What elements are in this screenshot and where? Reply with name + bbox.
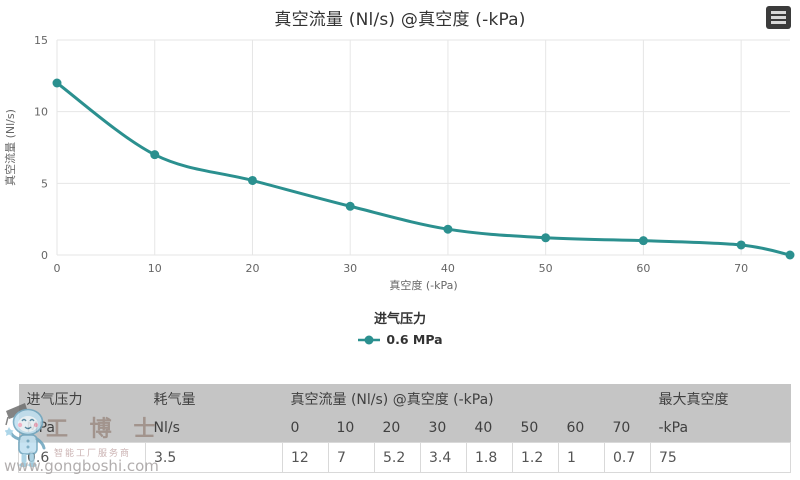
data-point-marker[interactable]: [443, 224, 453, 234]
data-point-marker[interactable]: [785, 250, 795, 260]
spec-table: 进气压力 耗气量 真空流量 (Nl/s) @真空度 (-kPa) 最大真空度 M…: [18, 384, 791, 473]
header-vacuum-tick: 20: [374, 413, 421, 443]
data-point-marker[interactable]: [541, 233, 551, 243]
cell-flow: 1.2: [512, 442, 559, 473]
data-point-marker[interactable]: [736, 240, 746, 250]
cell-pressure: 0.6: [18, 442, 146, 473]
plot-area: 0 5 10 15 0 10 20 30 40 50 60 70 真空度 (-kPa) 真空流量 (Nl/…: [3, 34, 795, 292]
cell-flow: 7: [328, 442, 375, 473]
data-point-marker[interactable]: [247, 175, 257, 185]
header-vacuum-tick: 0: [282, 413, 329, 443]
series-line: [55, 81, 792, 257]
x-tick-label: 20: [245, 262, 259, 275]
cell-flow: 0.7: [604, 442, 651, 473]
data-point-marker[interactable]: [150, 150, 160, 160]
legend-item-label: 0.6 MPa: [386, 332, 443, 347]
hamburger-menu-icon: [771, 11, 786, 24]
data-point-marker[interactable]: [638, 236, 648, 246]
header-vacuum-tick: 30: [420, 413, 467, 443]
header-vacuum-tick: 10: [328, 413, 375, 443]
x-tick-label: 10: [148, 262, 162, 275]
header-pressure: 进气压力: [18, 384, 146, 413]
cell-consumption: 3.5: [145, 442, 283, 473]
cell-flow: 3.4: [420, 442, 467, 473]
legend-item-series[interactable]: 0.6 MPa: [357, 332, 443, 347]
x-tick-label: 40: [441, 262, 455, 275]
series-marker-icon: [358, 335, 381, 344]
header-vacuum-tick: 50: [512, 413, 559, 443]
table-header-row-2: MPa Nl/s 0 10 20 30 40 50 60 70 -kPa: [18, 413, 791, 443]
cell-flow: 1.8: [466, 442, 513, 473]
header-vacuum-tick: 70: [604, 413, 651, 443]
table-data-row: 0.6 3.5 12 7 5.2 3.4 1.8 1.2 1 0.7 75: [18, 442, 791, 473]
header-max-vacuum-unit: -kPa: [650, 413, 791, 443]
table-header-row-1: 进气压力 耗气量 真空流量 (Nl/s) @真空度 (-kPa) 最大真空度: [18, 384, 791, 413]
cell-flow: 1: [558, 442, 605, 473]
data-point-marker[interactable]: [345, 201, 355, 211]
x-tick-label: 50: [539, 262, 553, 275]
x-tick-label: 70: [734, 262, 748, 275]
chart-title: 真空流量 (Nl/s) @真空度 (-kPa): [274, 10, 526, 30]
header-pressure-unit: MPa: [18, 413, 146, 443]
x-axis-title: 真空度 (-kPa): [389, 278, 457, 292]
legend-title: 进气压力: [373, 312, 426, 327]
cell-flow: 5.2: [374, 442, 421, 473]
header-flow-span: 真空流量 (Nl/s) @真空度 (-kPa): [282, 384, 651, 413]
cell-max-vacuum: 75: [650, 442, 791, 473]
x-tick-label: 0: [54, 262, 61, 275]
y-tick-label: 10: [34, 106, 48, 119]
chart-context-menu-button[interactable]: [766, 6, 791, 29]
x-tick-label: 30: [343, 262, 357, 275]
data-point-marker[interactable]: [52, 78, 62, 88]
vacuum-flow-chart: 真空流量 (Nl/s) @真空度 (-kPa) 0 5 10 15 0 10 20 30 40 5…: [0, 6, 800, 347]
header-vacuum-tick: 40: [466, 413, 513, 443]
y-tick-label: 0: [41, 249, 48, 262]
header-max-vacuum: 最大真空度: [650, 384, 791, 413]
legend: 进气压力 0.6 MPa: [0, 308, 800, 347]
header-vacuum-tick: 60: [558, 413, 605, 443]
x-tick-label: 60: [636, 262, 650, 275]
header-consumption-unit: Nl/s: [145, 413, 283, 443]
header-consumption: 耗气量: [145, 384, 283, 413]
cell-flow: 12: [282, 442, 329, 473]
y-tick-label: 5: [41, 177, 48, 190]
y-tick-label: 15: [34, 34, 48, 47]
y-axis-title: 真空流量 (Nl/s): [3, 109, 17, 186]
